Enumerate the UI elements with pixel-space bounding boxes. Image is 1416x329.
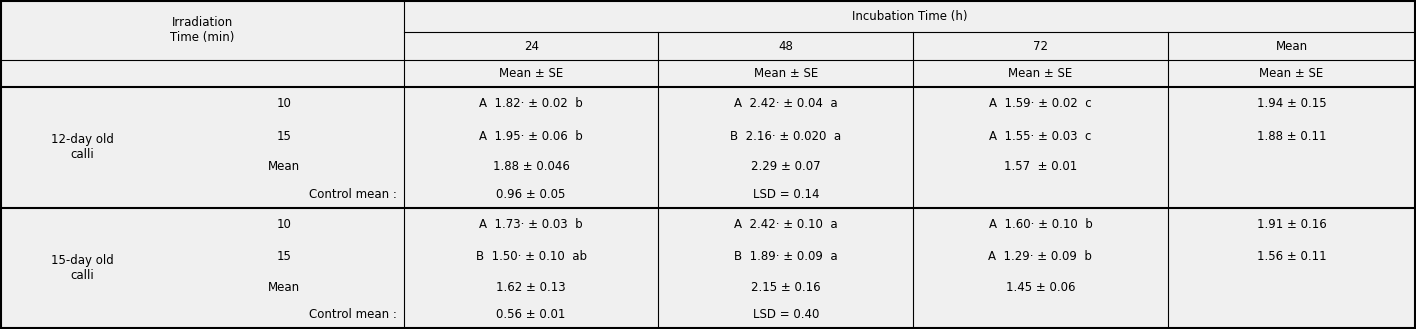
Text: B  1.50· ± 0.10  ab: B 1.50· ± 0.10 ab	[476, 250, 586, 264]
Text: A  2.42· ± 0.10  a: A 2.42· ± 0.10 a	[733, 217, 838, 231]
Text: 0.56 ± 0.01: 0.56 ± 0.01	[497, 309, 566, 321]
Text: Mean: Mean	[1276, 40, 1307, 53]
Text: 24: 24	[524, 40, 538, 53]
Text: Mean: Mean	[268, 281, 300, 294]
Text: Mean: Mean	[268, 160, 300, 173]
Text: Incubation Time (h): Incubation Time (h)	[852, 10, 967, 23]
Text: 15-day old
calli: 15-day old calli	[51, 254, 113, 282]
Text: 10: 10	[276, 217, 292, 231]
Text: Irradiation
Time (min): Irradiation Time (min)	[170, 16, 235, 44]
Text: A  1.60· ± 0.10  b: A 1.60· ± 0.10 b	[988, 217, 1092, 231]
Text: Mean ± SE: Mean ± SE	[498, 67, 564, 80]
Text: 12-day old
calli: 12-day old calli	[51, 133, 113, 161]
Text: LSD = 0.14: LSD = 0.14	[752, 188, 818, 201]
Text: 1.57  ± 0.01: 1.57 ± 0.01	[1004, 160, 1078, 173]
Text: 10: 10	[276, 97, 292, 110]
Text: 1.56 ± 0.11: 1.56 ± 0.11	[1257, 250, 1327, 264]
Text: LSD = 0.40: LSD = 0.40	[753, 309, 818, 321]
Text: 72: 72	[1032, 40, 1048, 53]
Text: 2.29 ± 0.07: 2.29 ± 0.07	[750, 160, 821, 173]
Text: 1.62 ± 0.13: 1.62 ± 0.13	[497, 281, 566, 294]
Text: Mean ± SE: Mean ± SE	[1008, 67, 1072, 80]
Text: A  1.59· ± 0.02  c: A 1.59· ± 0.02 c	[990, 97, 1092, 110]
Text: 1.45 ± 0.06: 1.45 ± 0.06	[1005, 281, 1075, 294]
Text: 48: 48	[779, 40, 793, 53]
Text: 15: 15	[276, 130, 292, 143]
Text: 15: 15	[276, 250, 292, 264]
Text: 2.15 ± 0.16: 2.15 ± 0.16	[750, 281, 821, 294]
Text: A  1.82· ± 0.02  b: A 1.82· ± 0.02 b	[479, 97, 583, 110]
Text: Control mean :: Control mean :	[309, 188, 396, 201]
Text: A  2.42· ± 0.04  a: A 2.42· ± 0.04 a	[733, 97, 838, 110]
Text: A  1.55· ± 0.03  c: A 1.55· ± 0.03 c	[990, 130, 1092, 143]
Text: A  1.95· ± 0.06  b: A 1.95· ± 0.06 b	[479, 130, 583, 143]
Text: Mean ± SE: Mean ± SE	[1259, 67, 1324, 80]
Text: 1.88 ± 0.046: 1.88 ± 0.046	[493, 160, 569, 173]
Text: 1.91 ± 0.16: 1.91 ± 0.16	[1256, 217, 1327, 231]
Text: 0.96 ± 0.05: 0.96 ± 0.05	[497, 188, 566, 201]
Text: 1.88 ± 0.11: 1.88 ± 0.11	[1257, 130, 1327, 143]
Text: A  1.73· ± 0.03  b: A 1.73· ± 0.03 b	[480, 217, 583, 231]
Text: Control mean :: Control mean :	[309, 309, 396, 321]
Text: B  1.89· ± 0.09  a: B 1.89· ± 0.09 a	[733, 250, 838, 264]
Text: 1.94 ± 0.15: 1.94 ± 0.15	[1257, 97, 1327, 110]
Text: B  2.16· ± 0.020  a: B 2.16· ± 0.020 a	[731, 130, 841, 143]
Text: Mean ± SE: Mean ± SE	[753, 67, 818, 80]
Text: A  1.29· ± 0.09  b: A 1.29· ± 0.09 b	[988, 250, 1092, 264]
